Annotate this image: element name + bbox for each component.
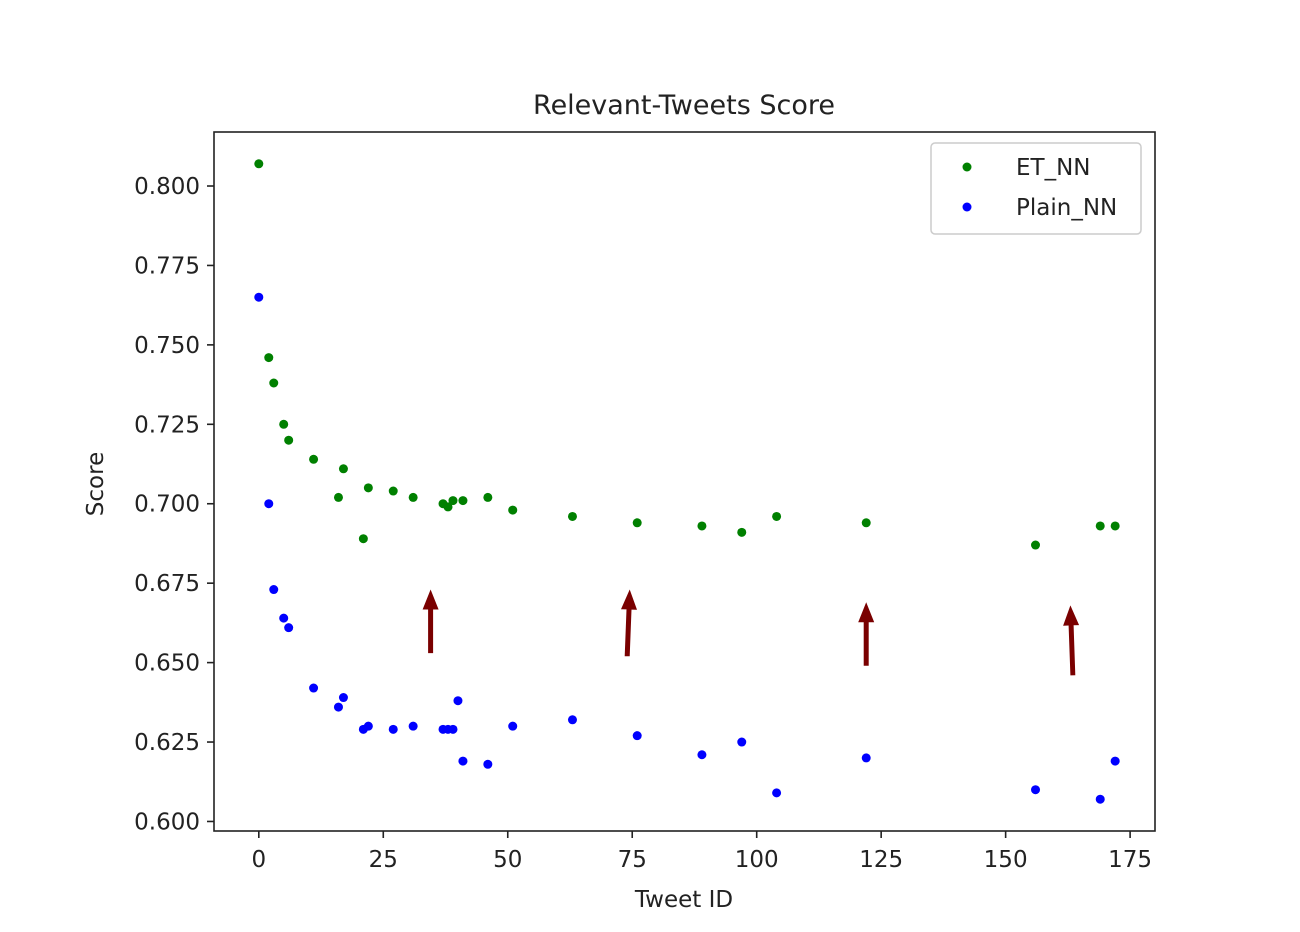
point-plain-nn xyxy=(861,753,871,763)
y-tick-label: 0.750 xyxy=(134,333,200,359)
x-tick-label: 50 xyxy=(493,847,522,873)
annotation-arrow xyxy=(1063,605,1080,676)
point-et-nn xyxy=(737,527,747,537)
point-et-nn xyxy=(279,419,289,429)
legend-marker-plain-nn xyxy=(962,202,972,212)
y-tick-label: 0.675 xyxy=(134,571,200,597)
point-et-nn xyxy=(309,454,319,464)
y-tick-label: 0.800 xyxy=(134,174,200,200)
point-et-nn xyxy=(1095,521,1105,531)
point-et-nn xyxy=(358,534,368,544)
point-plain-nn xyxy=(269,585,279,595)
point-plain-nn xyxy=(388,724,398,734)
chart-title: Relevant-Tweets Score xyxy=(533,90,835,121)
point-plain-nn xyxy=(284,623,294,633)
point-plain-nn xyxy=(254,292,264,302)
point-et-nn xyxy=(338,464,348,474)
point-et-nn xyxy=(269,378,279,388)
y-tick-label: 0.650 xyxy=(134,651,200,677)
plot-frame xyxy=(213,131,1156,832)
point-plain-nn xyxy=(508,721,518,731)
point-et-nn xyxy=(1031,540,1041,550)
point-et-nn xyxy=(508,505,518,515)
point-et-nn xyxy=(333,492,343,502)
annotation-layer xyxy=(422,589,1080,676)
point-plain-nn xyxy=(338,693,348,703)
annotation-arrow xyxy=(422,589,439,654)
point-et-nn xyxy=(567,511,577,521)
point-plain-nn xyxy=(448,724,458,734)
point-et-nn xyxy=(861,518,871,528)
point-plain-nn xyxy=(1110,756,1120,766)
point-et-nn xyxy=(284,435,294,445)
y-axis-label: Score xyxy=(83,452,109,516)
y-axis: 0.600 0.625 0.650 0.675 0.700 0.725 0.750 0.775… xyxy=(134,174,214,835)
annotation-arrow xyxy=(858,602,875,666)
point-plain-nn xyxy=(483,759,493,769)
annotation-arrow xyxy=(621,589,637,657)
point-et-nn xyxy=(408,492,418,502)
point-plain-nn xyxy=(333,702,343,712)
point-et-nn xyxy=(1110,521,1120,531)
x-tick-label: 175 xyxy=(1108,847,1152,873)
x-tick-label: 25 xyxy=(369,847,398,873)
point-et-nn xyxy=(458,496,468,506)
legend-box xyxy=(930,142,1142,235)
point-et-nn xyxy=(697,521,707,531)
point-plain-nn xyxy=(772,788,782,798)
plot-background xyxy=(214,132,1155,831)
x-axis-label: Tweet ID xyxy=(634,887,733,913)
point-plain-nn xyxy=(408,721,418,731)
x-tick-label: 150 xyxy=(984,847,1028,873)
point-et-nn xyxy=(254,159,264,169)
point-plain-nn xyxy=(567,715,577,725)
y-tick-label: 0.600 xyxy=(134,809,200,835)
point-et-nn xyxy=(388,486,398,496)
legend-label-et-nn: ET_NN xyxy=(1016,155,1091,181)
point-plain-nn xyxy=(697,750,707,760)
point-et-nn xyxy=(264,353,274,363)
legend-label-plain-nn: Plain_NN xyxy=(1016,195,1117,221)
x-tick-label: 0 xyxy=(251,847,266,873)
x-tick-label: 100 xyxy=(735,847,779,873)
point-et-nn xyxy=(483,492,493,502)
point-et-nn xyxy=(448,496,458,506)
x-tick-label: 75 xyxy=(618,847,647,873)
y-tick-label: 0.775 xyxy=(134,253,200,279)
point-plain-nn xyxy=(458,756,468,766)
point-plain-nn xyxy=(1095,794,1105,804)
point-plain-nn xyxy=(632,731,642,741)
point-et-nn xyxy=(772,511,782,521)
point-plain-nn xyxy=(279,613,289,623)
series-layer xyxy=(254,159,1120,804)
point-plain-nn xyxy=(309,683,319,693)
point-et-nn xyxy=(363,483,373,493)
point-et-nn xyxy=(632,518,642,528)
point-plain-nn xyxy=(737,737,747,747)
point-et-nn xyxy=(443,502,453,512)
legend-marker-et-nn xyxy=(962,162,972,172)
point-plain-nn xyxy=(453,696,463,706)
x-tick-label: 125 xyxy=(859,847,903,873)
point-plain-nn xyxy=(1031,785,1041,795)
y-tick-label: 0.700 xyxy=(134,492,200,518)
y-tick-label: 0.725 xyxy=(134,412,200,438)
point-plain-nn xyxy=(363,721,373,731)
y-tick-label: 0.625 xyxy=(134,730,200,756)
legend: ET_NN Plain_NN xyxy=(930,142,1142,235)
x-axis: 0 25 50 75 100 125 150 175 xyxy=(251,831,1152,873)
point-plain-nn xyxy=(264,499,274,509)
